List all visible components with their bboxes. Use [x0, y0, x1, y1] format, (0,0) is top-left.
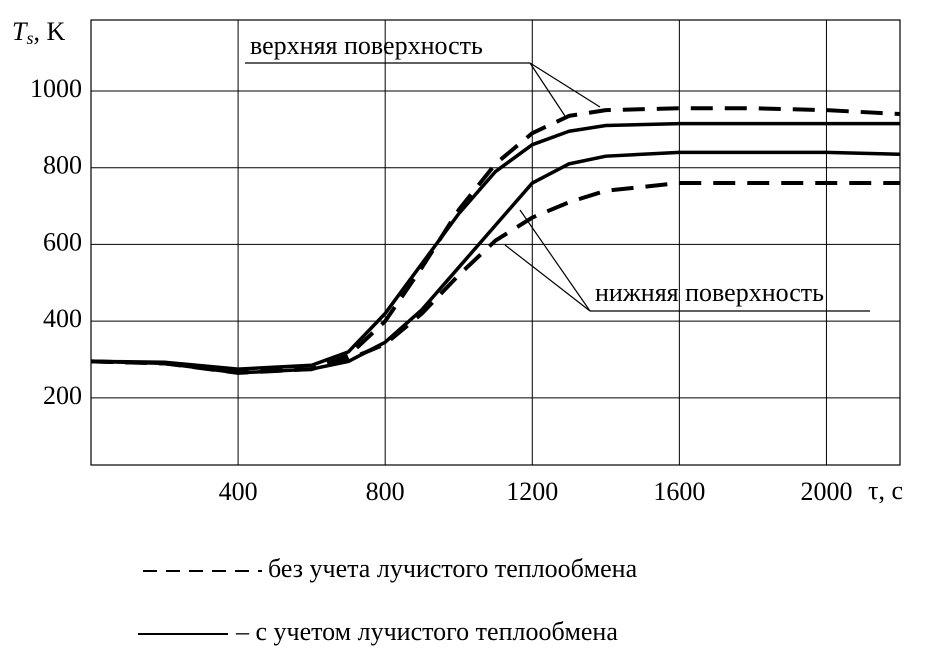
y-symbol: T	[12, 17, 28, 46]
line	[90, 181, 900, 374]
y-tick-label: 800	[43, 151, 82, 180]
y-tick-label: 400	[43, 304, 82, 333]
x-tick-label: 800	[366, 477, 405, 506]
annotation: нижняя поверхность	[595, 278, 824, 307]
plot-frame	[90, 19, 901, 466]
y-unit: , K	[33, 17, 65, 46]
x-tick-label: 400	[219, 477, 258, 506]
legend-label: – с учетом лучистого теплообмена	[235, 617, 618, 646]
y-tick-label: 600	[43, 227, 82, 256]
annotation: верхняя поверхность	[250, 31, 483, 60]
y-subscript: s	[26, 28, 33, 48]
y-axis-label: Ts, K	[12, 17, 65, 48]
x-axis-label: τ, с	[868, 476, 903, 505]
y-tick-label: 1000	[30, 74, 82, 103]
line	[90, 121, 900, 371]
legend-label: без учета лучистого теплообмена	[268, 554, 638, 583]
x-tick-label: 1600	[653, 477, 705, 506]
line	[90, 150, 901, 375]
x-tick-label: 1200	[506, 477, 558, 506]
annotation-leaders	[245, 62, 870, 312]
y-tick-label: 200	[43, 381, 82, 410]
x-tick-label: 2000	[800, 477, 852, 506]
